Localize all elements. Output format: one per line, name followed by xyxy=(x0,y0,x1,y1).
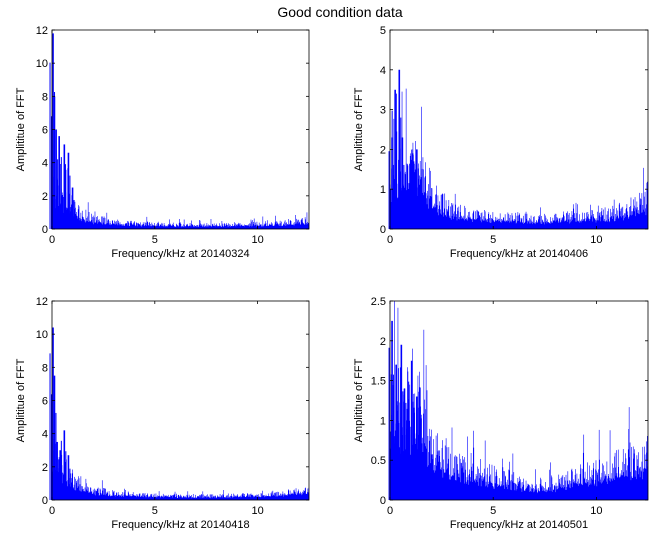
subplot-2: 0 5 10 0 1 2 3 4 5 Frequency/kHz at 20140406 Ampli… xyxy=(353,25,649,260)
x-tick-label: 0 xyxy=(387,234,393,246)
subplot-1: 0 5 10 0 2 4 6 8 10 12 Frequency/kHz at 20140324 Am… xyxy=(15,25,310,260)
y-tick-label: 0 xyxy=(380,224,386,236)
y-axis-label: Amplititue of FFT xyxy=(15,358,27,442)
x-axis-label: Frequency/kHz at 20140418 xyxy=(111,519,249,531)
y-tick-label: 4 xyxy=(42,429,48,441)
x-tick-label: 10 xyxy=(590,234,602,246)
y-tick-label: 5 xyxy=(380,25,386,37)
y-axis-label: Amplititue of FFT xyxy=(353,358,365,442)
y-tick-label: 1 xyxy=(380,415,386,427)
y-tick-label: 0 xyxy=(42,495,48,507)
y-tick-label: 4 xyxy=(380,65,386,77)
y-tick-label: 1.5 xyxy=(371,376,386,388)
x-tick-label: 0 xyxy=(387,505,393,517)
y-tick-label: 6 xyxy=(42,125,48,137)
y-axis-label: Amplititue of FFT xyxy=(353,87,365,171)
x-tick-label: 5 xyxy=(490,234,496,246)
x-axis-label: Frequency/kHz at 20140324 xyxy=(111,248,249,260)
y-tick-label: 3 xyxy=(380,105,386,117)
y-tick-label: 0.5 xyxy=(371,455,386,467)
x-tick-label: 0 xyxy=(49,234,55,246)
axes-box xyxy=(389,29,649,230)
x-tick-label: 10 xyxy=(251,505,263,517)
y-tick-label: 1 xyxy=(380,184,386,196)
y-tick-label: 10 xyxy=(36,58,48,70)
subplot-3: 0 5 10 0 2 4 6 8 10 12 Frequency/kHz at 20140418 Am… xyxy=(15,296,310,531)
y-tick-label: 0 xyxy=(42,224,48,236)
y-tick-label: 6 xyxy=(42,396,48,408)
y-tick-label: 10 xyxy=(36,329,48,341)
y-tick-label: 2 xyxy=(380,336,386,348)
y-tick-label: 12 xyxy=(36,296,48,308)
subplot-4: 0 5 10 0 0.5 1 1.5 2 2.5 Frequency/kHz at 2014050… xyxy=(353,296,649,531)
y-tick-label: 0 xyxy=(380,495,386,507)
x-axis-label: Frequency/kHz at 20140501 xyxy=(450,519,588,531)
y-tick-label: 2 xyxy=(380,144,386,156)
y-tick-label: 2.5 xyxy=(371,296,386,308)
y-tick-label: 4 xyxy=(42,158,48,170)
y-tick-label: 8 xyxy=(42,91,48,103)
x-tick-label: 5 xyxy=(152,234,158,246)
y-axis-label: Amplititue of FFT xyxy=(15,87,27,171)
axes-box xyxy=(389,300,649,501)
x-tick-label: 0 xyxy=(49,505,55,517)
x-tick-label: 10 xyxy=(590,505,602,517)
figure-title: Good condition data xyxy=(277,4,403,20)
x-tick-label: 5 xyxy=(152,505,158,517)
y-tick-label: 8 xyxy=(42,362,48,374)
y-tick-label: 12 xyxy=(36,25,48,37)
x-tick-label: 10 xyxy=(251,234,263,246)
x-tick-label: 5 xyxy=(490,505,496,517)
y-tick-label: 2 xyxy=(42,191,48,203)
x-axis-label: Frequency/kHz at 20140406 xyxy=(450,248,588,260)
y-tick-label: 2 xyxy=(42,462,48,474)
